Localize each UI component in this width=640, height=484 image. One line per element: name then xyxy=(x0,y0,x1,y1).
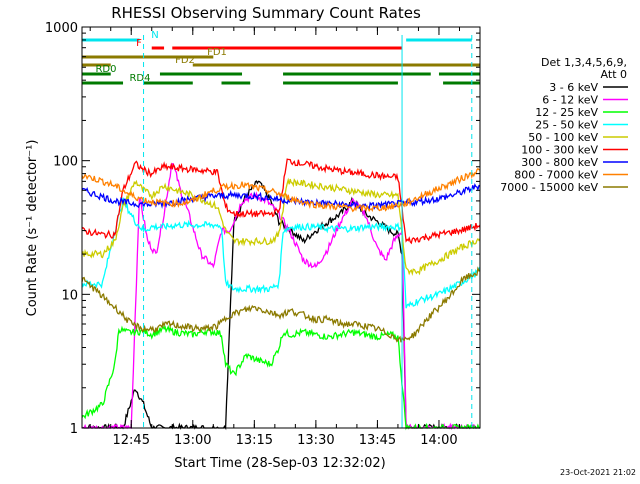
x-tick-label: 13:00 xyxy=(174,433,211,448)
legend-title-line: Det 1,3,4,5,6,9, xyxy=(541,56,627,69)
flag-label-fd2: FD2 xyxy=(175,55,195,66)
series-line-6 xyxy=(81,183,481,211)
x-tick-label: 12:45 xyxy=(113,433,150,448)
flag-label-f: F xyxy=(136,38,142,49)
legend-label: 3 - 6 keV xyxy=(549,81,598,94)
series-line-5 xyxy=(81,158,481,245)
flag-label-n: N xyxy=(151,30,158,41)
plot-frame xyxy=(81,26,481,429)
x-tick-label: 13:15 xyxy=(236,433,273,448)
legend-label: 6 - 12 keV xyxy=(542,94,598,107)
legend-label: 7000 - 15000 keV xyxy=(500,181,598,194)
timestamp: 23-Oct-2021 21:02 xyxy=(560,468,636,477)
legend-label: 800 - 7000 keV xyxy=(514,169,598,182)
legend-label: 300 - 800 keV xyxy=(521,156,598,169)
legend-label: 50 - 100 keV xyxy=(528,131,598,144)
y-axis-label: Count Rate (s⁻¹ detector⁻¹) xyxy=(25,140,40,317)
y-tick-label: 1000 xyxy=(45,21,78,36)
y-tick-label: 1 xyxy=(70,422,78,437)
legend-label: 12 - 25 keV xyxy=(535,106,598,119)
x-tick-label: 13:45 xyxy=(359,433,396,448)
y-tick-label: 10 xyxy=(61,288,78,303)
observing-flags: NF FD1 FD2 RD0 RD4 xyxy=(82,30,480,85)
x-axis-label: Start Time (28-Sep-03 12:32:02) xyxy=(174,456,385,471)
chart-title: RHESSI Observing Summary Count Rates xyxy=(111,4,421,22)
series-lines xyxy=(81,158,481,431)
flag-label-fd1: FD1 xyxy=(207,47,227,58)
axes: 12:45 13:00 13:15 13:30 13:45 14:00 1 10 100 1000 xyxy=(45,21,481,448)
x-tick-label: 14:00 xyxy=(420,433,457,448)
legend-label: 100 - 300 keV xyxy=(521,144,598,157)
legend-title-line: Att 0 xyxy=(601,68,627,81)
dashed-markers xyxy=(143,35,473,428)
series-line-8 xyxy=(81,266,481,343)
series-line-2 xyxy=(81,324,480,431)
series-line-7 xyxy=(81,167,481,213)
y-tick-label: 100 xyxy=(53,155,78,170)
flag-label-rd4: RD4 xyxy=(129,73,150,84)
x-tick-label: 13:30 xyxy=(297,433,334,448)
flag-label-rd0: RD0 xyxy=(95,64,116,75)
series-line-4 xyxy=(81,177,481,276)
series-line-3 xyxy=(81,197,481,309)
legend-label: 25 - 50 keV xyxy=(535,119,598,132)
